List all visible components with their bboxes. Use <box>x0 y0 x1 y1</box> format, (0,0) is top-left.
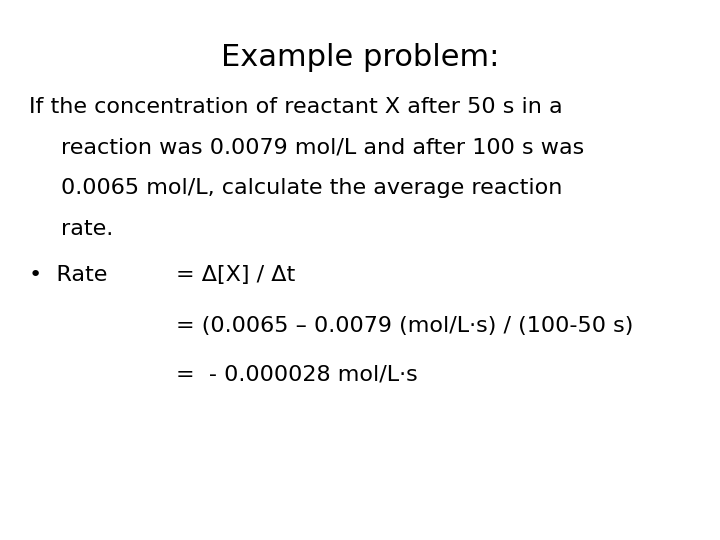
Text: •  Rate: • Rate <box>29 265 107 285</box>
Text: = (0.0065 – 0.0079 (mol/L·s) / (100-50 s): = (0.0065 – 0.0079 (mol/L·s) / (100-50 s… <box>176 316 634 336</box>
Text: reaction was 0.0079 mol/L and after 100 s was: reaction was 0.0079 mol/L and after 100 … <box>61 138 585 158</box>
Text: Example problem:: Example problem: <box>221 43 499 72</box>
Text: =  - 0.000028 mol/L·s: = - 0.000028 mol/L·s <box>176 364 418 384</box>
Text: 0.0065 mol/L, calculate the average reaction: 0.0065 mol/L, calculate the average reac… <box>61 178 562 198</box>
Text: rate.: rate. <box>61 219 114 239</box>
Text: = Δ[X] / Δt: = Δ[X] / Δt <box>176 265 296 285</box>
Text: If the concentration of reactant X after 50 s in a: If the concentration of reactant X after… <box>29 97 562 117</box>
